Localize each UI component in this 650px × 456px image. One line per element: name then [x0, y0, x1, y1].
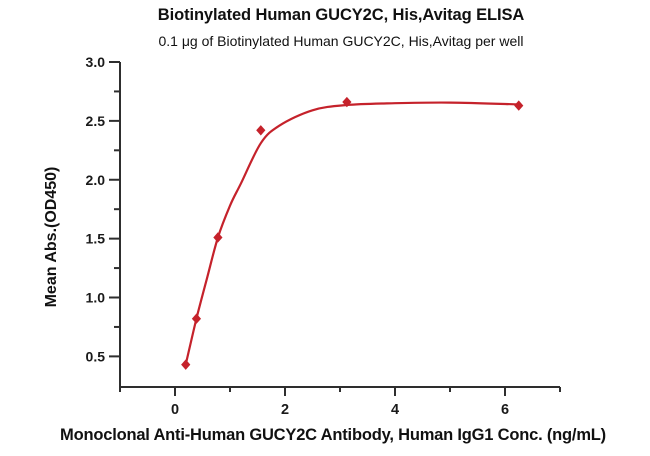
data-point-marker	[191, 313, 202, 324]
data-point-marker	[256, 125, 266, 136]
fit-curve	[184, 101, 520, 366]
y-tick-label: 1.0	[86, 290, 106, 306]
y-tick-label: 2.0	[86, 172, 106, 188]
y-tick-label: 0.5	[86, 348, 106, 364]
x-tick-label: 2	[281, 402, 289, 418]
data-point-marker	[342, 96, 352, 108]
x-axis-label: Monoclonal Anti-Human GUCY2C Antibody, H…	[60, 426, 606, 444]
x-tick-label: 0	[171, 402, 179, 418]
y-tick-label: 2.5	[86, 113, 106, 129]
data-point-marker	[213, 232, 223, 243]
x-tick-label: 6	[501, 402, 509, 418]
y-tick-label: 1.5	[86, 231, 106, 247]
y-tick-label: 3.0	[86, 54, 106, 70]
data-point-marker	[181, 359, 191, 370]
chart-title: Biotinylated Human GUCY2C, His,Avitag EL…	[157, 6, 525, 24]
y-axis-label: Mean Abs.(OD450)	[43, 166, 60, 308]
chart-subtitle: 0.1 μg of Biotinylated Human GUCY2C, His…	[158, 33, 524, 49]
x-tick-label: 4	[391, 402, 399, 418]
data-point-marker	[514, 100, 524, 111]
